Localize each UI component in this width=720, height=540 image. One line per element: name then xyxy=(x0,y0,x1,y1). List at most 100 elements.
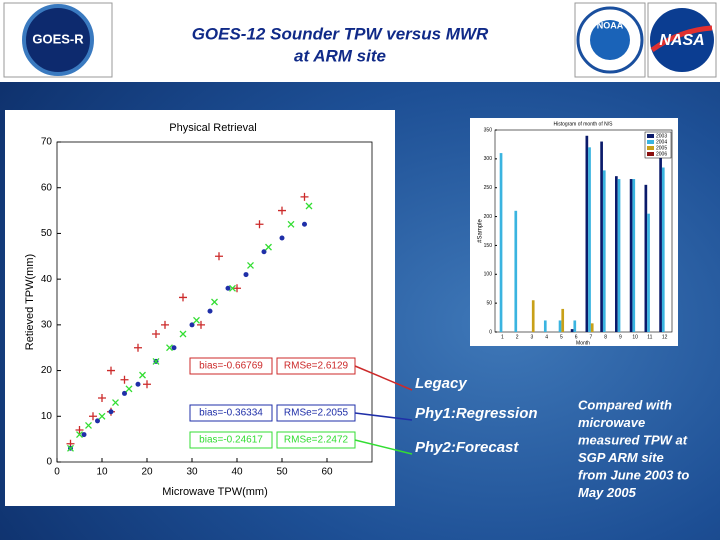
note: from June 2003 to xyxy=(578,467,689,482)
point xyxy=(215,252,223,261)
bar xyxy=(590,323,594,332)
point xyxy=(135,381,141,387)
y-tick-label: 0 xyxy=(489,329,492,335)
connector xyxy=(354,439,413,455)
bar xyxy=(600,141,603,332)
point xyxy=(81,432,87,438)
y-tick-label: 10 xyxy=(41,411,53,422)
point xyxy=(75,426,84,434)
bar xyxy=(561,308,565,332)
bar xyxy=(629,179,633,332)
y-tick-label: 250 xyxy=(484,185,493,191)
point xyxy=(152,357,160,365)
bar xyxy=(661,167,665,332)
connector xyxy=(354,365,413,391)
bar xyxy=(644,184,648,332)
note: Compared with xyxy=(578,397,672,412)
legend-label: 2004 xyxy=(656,139,667,145)
x-tick-label: 40 xyxy=(231,467,243,478)
nasa-swoosh xyxy=(650,25,713,53)
point xyxy=(89,412,97,421)
note: microwave xyxy=(578,415,645,430)
point xyxy=(229,284,236,292)
rmse-label: RMSe=2.6129 xyxy=(284,361,349,372)
title: at ARM site xyxy=(294,46,386,65)
note: SGP ARM site xyxy=(578,450,664,465)
point xyxy=(179,330,187,338)
point xyxy=(95,418,100,424)
point xyxy=(107,366,115,375)
series-label: Phy1:Regression xyxy=(415,405,538,422)
note: May 2005 xyxy=(578,485,637,500)
point xyxy=(225,285,231,291)
point xyxy=(125,385,133,393)
bar xyxy=(514,210,518,332)
legend-swatch xyxy=(647,152,654,156)
point xyxy=(85,421,92,429)
y-axis-label: Retieved TPW(mm) xyxy=(24,254,36,350)
bar xyxy=(499,153,503,332)
x-tick-label: 11 xyxy=(647,334,652,340)
point xyxy=(166,344,173,352)
plot-frame xyxy=(494,129,673,333)
point xyxy=(255,220,264,229)
point xyxy=(243,272,249,278)
bar xyxy=(615,176,618,332)
point xyxy=(233,284,241,293)
x-axis-label: Month xyxy=(576,340,590,346)
bar xyxy=(558,320,562,332)
x-tick-label: 30 xyxy=(186,467,198,478)
series-label: Legacy xyxy=(415,375,467,392)
point xyxy=(98,394,106,402)
x-tick-label: 1 xyxy=(501,334,504,340)
nasa-logo xyxy=(650,8,714,72)
y-tick-label: 60 xyxy=(41,182,53,193)
bar xyxy=(659,150,662,332)
bar xyxy=(647,213,650,332)
bar xyxy=(585,135,589,332)
chart-title: Physical Retrieval xyxy=(169,122,256,134)
point xyxy=(197,320,205,329)
goes-logo xyxy=(22,4,94,76)
bias-label: bias=-0.36334 xyxy=(199,408,263,419)
y-tick-label: 0 xyxy=(46,457,52,468)
point xyxy=(300,192,309,201)
y-axis-label: #Sample xyxy=(478,219,484,243)
series-label: Phy2:Forecast xyxy=(415,439,519,456)
y-tick-label: 50 xyxy=(41,228,53,239)
x-tick-label: 10 xyxy=(632,334,638,340)
point xyxy=(193,316,200,324)
point xyxy=(261,249,267,255)
point xyxy=(207,308,213,314)
bar xyxy=(531,300,535,332)
stat-box xyxy=(189,404,273,422)
legend-swatch xyxy=(647,140,654,144)
logo-text: NASA xyxy=(659,32,704,49)
legend-label: 2003 xyxy=(656,133,667,139)
bias-label: bias=-0.24617 xyxy=(199,435,263,446)
legend-label: 2005 xyxy=(656,145,667,151)
point xyxy=(189,322,195,328)
point xyxy=(161,320,169,329)
point xyxy=(211,298,218,306)
y-tick-label: 300 xyxy=(484,156,493,162)
x-axis-label: Microwave TPW(mm) xyxy=(162,486,268,498)
point xyxy=(265,243,272,251)
point xyxy=(139,371,146,379)
logo-text: NOAA xyxy=(597,20,624,30)
stat-box xyxy=(189,431,273,449)
y-tick-label: 50 xyxy=(486,300,492,306)
bar xyxy=(588,147,591,332)
bar xyxy=(632,179,636,332)
point xyxy=(152,330,160,338)
x-tick-label: 9 xyxy=(619,334,622,340)
bar xyxy=(617,179,621,332)
hist-panel xyxy=(470,118,678,346)
y-tick-label: 70 xyxy=(41,137,53,148)
point xyxy=(279,235,285,241)
point xyxy=(76,431,83,439)
point xyxy=(98,412,106,420)
plot-frame xyxy=(56,141,373,463)
bias-label: bias=-0.66769 xyxy=(199,361,263,372)
